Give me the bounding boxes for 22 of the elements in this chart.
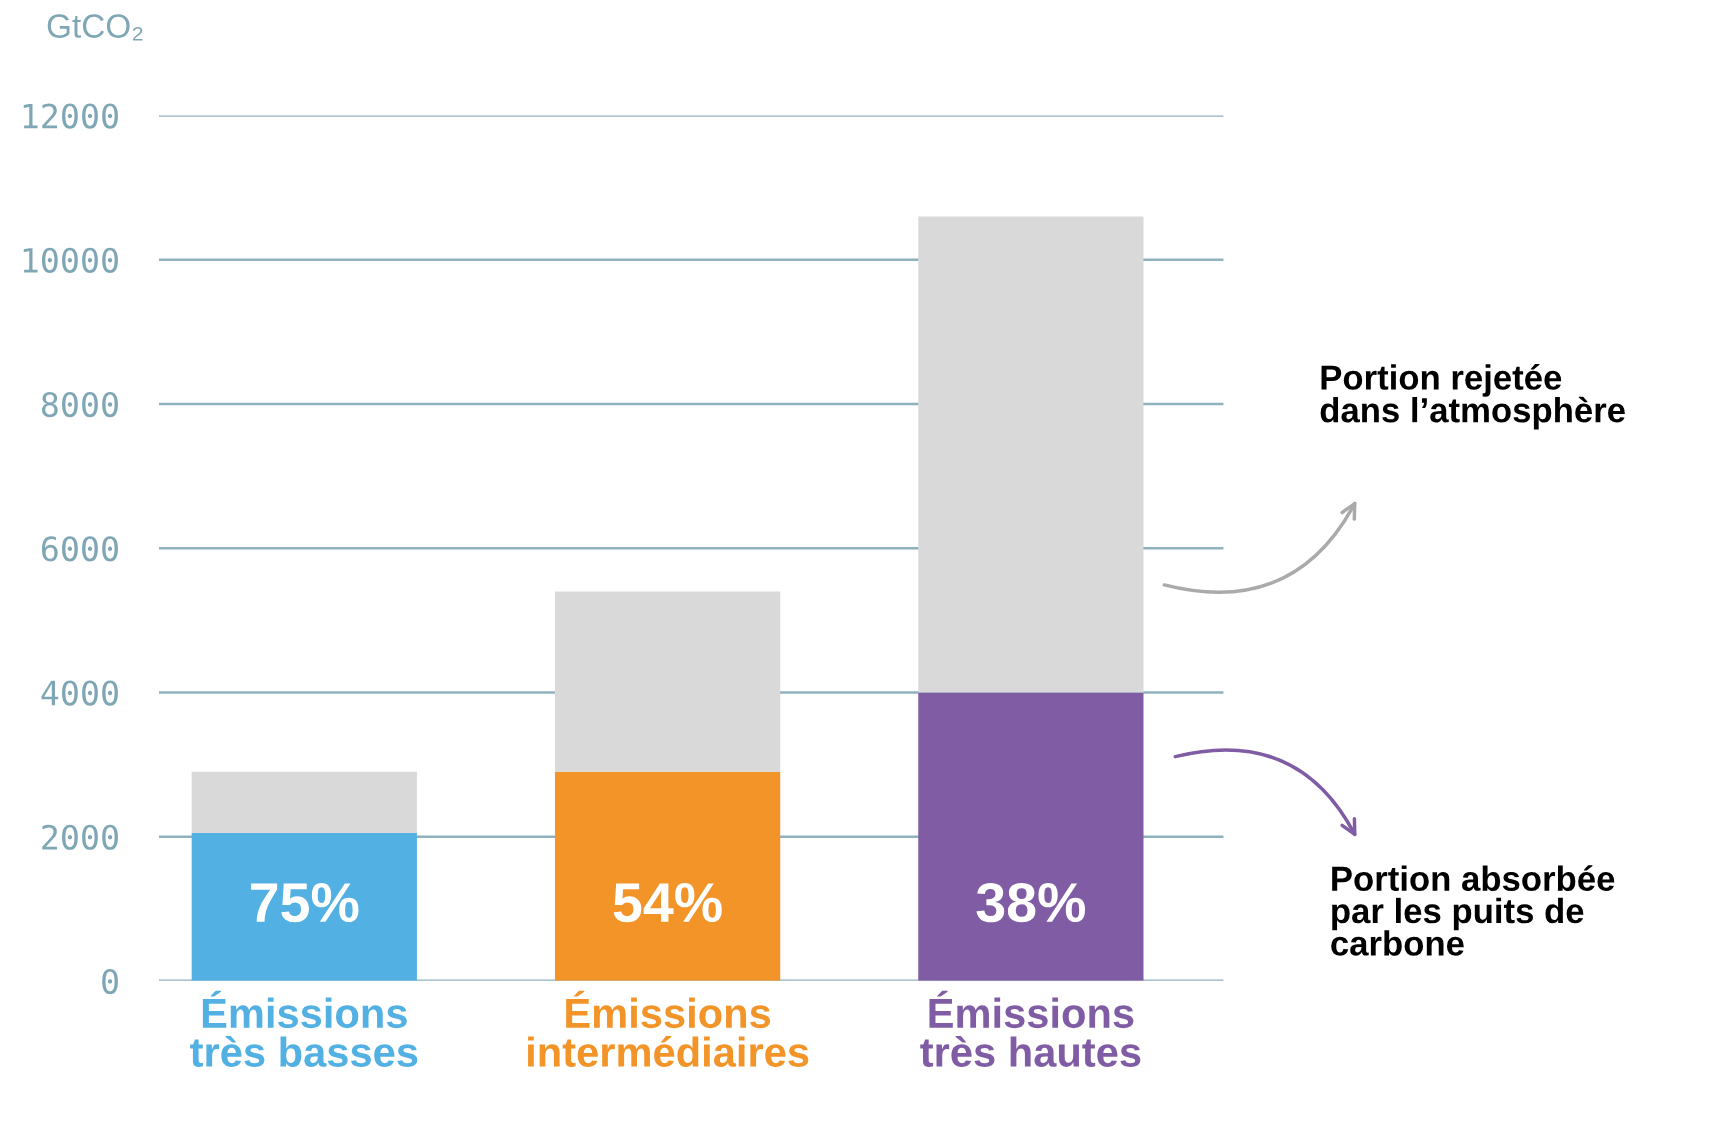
bar bbox=[191, 771, 417, 834]
y-tick-label: 2000 bbox=[42, 824, 118, 850]
y-tick-label: 12000 bbox=[23, 103, 118, 129]
x-tick-label: Émissions très hautes bbox=[920, 990, 1141, 1067]
annotation: 54% bbox=[613, 883, 722, 923]
bar bbox=[191, 833, 417, 981]
bar bbox=[554, 591, 781, 772]
y-tick-label: 4000 bbox=[41, 680, 118, 706]
bar bbox=[918, 216, 1144, 693]
y-tick-label: 0 bbox=[102, 968, 118, 995]
x-tick-label: Émissions intermédiaires bbox=[528, 990, 809, 1067]
annotation: 75% bbox=[251, 883, 359, 923]
y-tick-label: 10000 bbox=[23, 247, 118, 273]
text: Portion rejetée dans l’atmosphère bbox=[1320, 364, 1625, 430]
annotation: 38% bbox=[976, 882, 1086, 923]
y-axis-title: GtCO₂ bbox=[47, 14, 143, 41]
bar bbox=[554, 771, 781, 981]
x-tick-label: Émissions très basses bbox=[190, 990, 418, 1067]
legend-label: Portion absorbée par les puits de carbone bbox=[1331, 865, 1615, 956]
y-tick-label: 6000 bbox=[41, 536, 118, 562]
y-tick-label: 8000 bbox=[41, 391, 118, 418]
bar bbox=[918, 692, 1144, 981]
